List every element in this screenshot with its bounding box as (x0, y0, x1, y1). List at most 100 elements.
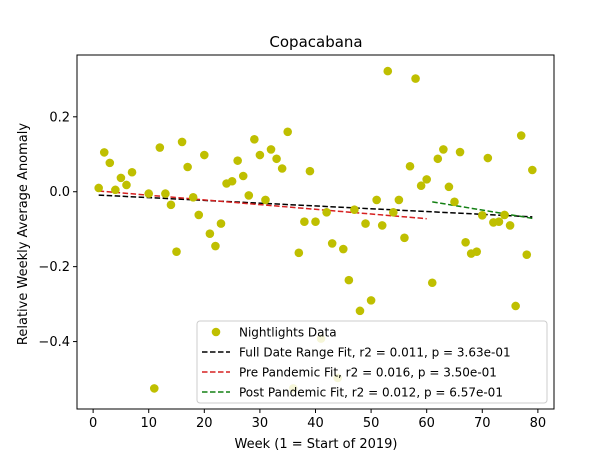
data-point (233, 156, 242, 165)
data-point (439, 145, 448, 154)
data-point (433, 154, 443, 164)
x-axis-ticks: 0 10 20 30 40 50 60 70 80 (89, 409, 546, 431)
data-point (383, 66, 393, 76)
legend-label: Post Pandemic Fit, r2 = 0.012, p = 6.57e… (239, 386, 503, 400)
data-point (511, 301, 520, 311)
data-point (344, 275, 354, 285)
x-tick-label: 0 (89, 416, 97, 431)
data-point (505, 221, 515, 230)
legend-marker (211, 327, 221, 337)
data-point (272, 154, 281, 164)
data-point (216, 219, 226, 228)
data-point (389, 208, 398, 217)
data-point (338, 244, 348, 254)
fit-line-1 (98, 190, 427, 220)
fit-line-0 (98, 194, 533, 218)
x-tick-label: 80 (530, 416, 547, 431)
data-point (277, 164, 287, 173)
data-point (305, 166, 315, 176)
x-tick-label: 60 (418, 416, 435, 431)
data-point (127, 167, 137, 177)
data-point (366, 296, 376, 305)
data-point (528, 165, 537, 175)
data-point (94, 183, 103, 193)
data-point (400, 233, 409, 243)
data-point (472, 247, 482, 256)
data-point (266, 145, 276, 154)
data-point (311, 217, 320, 226)
data-point (500, 210, 509, 220)
data-point (427, 278, 437, 288)
data-point (105, 158, 115, 168)
chart-title: Copacabana (269, 33, 362, 51)
data-point (149, 384, 159, 393)
data-point (194, 210, 204, 220)
data-point (461, 238, 470, 247)
data-point (261, 195, 270, 205)
data-point (122, 180, 131, 190)
x-axis-label: Week (1 = Start of 2019) (235, 437, 398, 452)
y-tick-label: −0.2 (38, 260, 70, 275)
legend-label: Nightlights Data (239, 326, 337, 340)
data-point (244, 191, 254, 200)
data-point (372, 195, 381, 205)
data-point (522, 250, 532, 259)
data-point (144, 189, 154, 198)
y-tick-label: 0.2 (49, 110, 70, 125)
y-tick-label: 0.0 (49, 185, 70, 200)
data-point (361, 219, 370, 228)
x-tick-label: 40 (307, 416, 324, 431)
data-point (350, 205, 359, 215)
data-point (116, 173, 126, 183)
data-point (161, 189, 170, 198)
data-point (99, 148, 109, 157)
data-point (250, 134, 259, 144)
y-tick-label: −0.4 (38, 335, 70, 350)
x-tick-label: 20 (196, 416, 213, 431)
plot-frame (76, 54, 555, 410)
data-point (483, 153, 493, 163)
data-point (227, 176, 237, 186)
data-point (183, 162, 192, 172)
legend-box (196, 320, 548, 404)
data-point (111, 185, 120, 195)
data-point (377, 221, 387, 230)
x-tick-label: 10 (140, 416, 157, 431)
data-point (455, 147, 465, 157)
data-point (411, 74, 420, 83)
data-point (300, 217, 309, 226)
data-point (155, 143, 165, 152)
data-point (444, 182, 454, 192)
x-tick-label: 30 (252, 416, 269, 431)
data-point (294, 248, 304, 258)
data-point (355, 306, 365, 316)
data-point (450, 197, 459, 207)
legend: Nightlights Data Full Date Range Fit, r2 … (196, 320, 548, 404)
data-point (177, 137, 187, 147)
data-point (516, 131, 526, 140)
data-point (205, 229, 215, 238)
data-point (200, 150, 209, 160)
data-point (238, 171, 248, 181)
data-point (172, 247, 181, 256)
data-point (255, 150, 265, 160)
fit-lines (98, 190, 533, 220)
data-point (477, 211, 487, 220)
data-point (394, 195, 404, 205)
data-point (166, 200, 176, 210)
data-point (422, 175, 431, 184)
y-axis-label: Relative Weekly Average Anomaly (16, 123, 31, 345)
data-point (327, 239, 337, 248)
legend-label: Pre Pandemic Fit, r2 = 0.016, p = 3.50e-… (239, 366, 497, 380)
x-tick-label: 50 (363, 416, 380, 431)
data-point (211, 241, 220, 251)
legend-label: Full Date Range Fit, r2 = 0.011, p = 3.6… (239, 346, 511, 360)
x-tick-label: 70 (474, 416, 491, 431)
y-axis-ticks: −0.4 −0.2 0.0 0.2 (38, 110, 77, 350)
data-point (494, 217, 504, 226)
fit-line-2 (432, 201, 533, 220)
data-point (322, 208, 331, 217)
data-point (283, 127, 293, 137)
data-point (416, 181, 426, 191)
